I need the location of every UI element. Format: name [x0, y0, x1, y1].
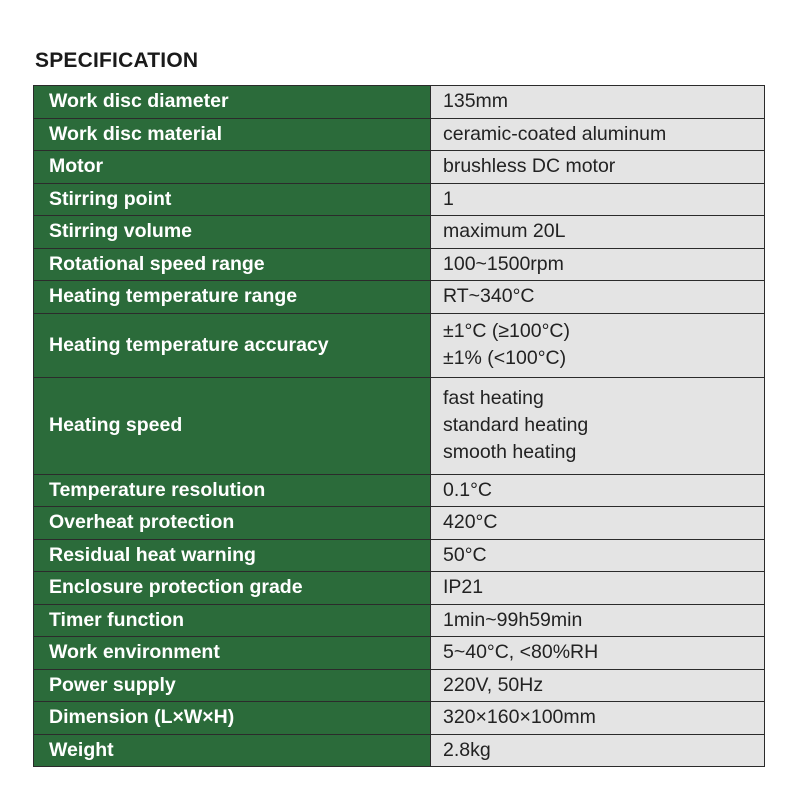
spec-value-line: 0.1°C	[443, 478, 492, 501]
spec-value: 420°C	[430, 506, 765, 540]
spec-value: 1min~99h59min	[430, 603, 765, 637]
spec-value-line: fast heating	[443, 387, 544, 409]
spec-value-line: 2.8kg	[443, 738, 491, 761]
spec-value: 1	[430, 182, 765, 216]
spec-label: Rotational speed range	[33, 247, 431, 281]
spec-value: fast heating standard heating smooth heati…	[430, 376, 765, 475]
table-row: Rotational speed range 100~1500rpm	[33, 247, 765, 281]
spec-label: Enclosure protection grade	[33, 571, 431, 605]
table-row: Motor brushless DC motor	[33, 150, 765, 184]
table-row: Power supply 220V, 50Hz	[33, 668, 765, 702]
table-row: Work environment 5~40°C, <80%RH	[33, 636, 765, 670]
spec-value: 135mm	[430, 85, 765, 119]
spec-value: brushless DC motor	[430, 150, 765, 184]
table-row: Work disc diameter 135mm	[33, 85, 765, 119]
spec-label: Heating temperature accuracy	[33, 312, 431, 378]
table-row: Temperature resolution 0.1°C	[33, 473, 765, 507]
spec-value: 2.8kg	[430, 733, 765, 767]
table-row: Overheat protection 420°C	[33, 506, 765, 540]
spec-label: Work disc diameter	[33, 85, 431, 119]
spec-value-line: smooth heating	[443, 441, 577, 463]
table-row: Work disc material ceramic-coated aluminu…	[33, 117, 765, 151]
spec-label: Stirring point	[33, 182, 431, 216]
spec-value-line: 1	[443, 187, 454, 210]
table-row: Dimension (L×W×H) 320×160×100mm	[33, 701, 765, 735]
spec-label: Overheat protection	[33, 506, 431, 540]
spec-label: Power supply	[33, 668, 431, 702]
spec-value: 220V, 50Hz	[430, 668, 765, 702]
spec-label: Temperature resolution	[33, 473, 431, 507]
table-row: Heating temperature range RT~340°C	[33, 280, 765, 314]
spec-value-line: 135mm	[443, 90, 509, 113]
spec-value-line: ceramic-coated aluminum	[443, 122, 667, 145]
spec-value-line: 5~40°C, <80%RH	[443, 641, 599, 664]
spec-value-line: IP21	[443, 576, 484, 599]
table-row: Stirring volume maximum 20L	[33, 215, 765, 249]
table-row: Residual heat warning 50°C	[33, 538, 765, 572]
spec-value: ±1°C (≥100°C) ±1% (<100°C)	[430, 312, 765, 378]
spec-value: 5~40°C, <80%RH	[430, 636, 765, 670]
spec-value-line: 420°C	[443, 511, 498, 534]
spec-label: Heating temperature range	[33, 280, 431, 314]
spec-value: ceramic-coated aluminum	[430, 117, 765, 151]
spec-value-line: ±1% (<100°C)	[443, 347, 567, 369]
table-row: Timer function 1min~99h59min	[33, 603, 765, 637]
spec-value: 100~1500rpm	[430, 247, 765, 281]
spec-value-line: maximum 20L	[443, 220, 566, 243]
spec-label: Work environment	[33, 636, 431, 670]
spec-value-line: brushless DC motor	[443, 155, 616, 178]
spec-label: Heating speed	[33, 376, 431, 475]
table-row: Weight 2.8kg	[33, 733, 765, 767]
spec-value: 50°C	[430, 538, 765, 572]
spec-value-line: standard heating	[443, 414, 589, 436]
spec-label: Motor	[33, 150, 431, 184]
spec-value: 0.1°C	[430, 473, 765, 507]
spec-value: maximum 20L	[430, 215, 765, 249]
specification-table: Work disc diameter 135mm Work disc materia…	[33, 85, 765, 767]
spec-value-line: 220V, 50Hz	[443, 673, 544, 696]
spec-value-line: 1min~99h59min	[443, 608, 583, 631]
spec-value: IP21	[430, 571, 765, 605]
spec-value-line: RT~340°C	[443, 285, 535, 308]
spec-label: Dimension (L×W×H)	[33, 701, 431, 735]
spec-value-line: 100~1500rpm	[443, 252, 564, 275]
table-row: Heating speed fast heating standard heatin…	[33, 376, 765, 475]
spec-label: Weight	[33, 733, 431, 767]
table-row: Enclosure protection grade IP21	[33, 571, 765, 605]
spec-label: Residual heat warning	[33, 538, 431, 572]
table-row: Heating temperature accuracy ±1°C (≥100°C…	[33, 312, 765, 378]
spec-label: Timer function	[33, 603, 431, 637]
spec-value-line: ±1°C (≥100°C)	[443, 320, 570, 342]
spec-value-line: 320×160×100mm	[443, 706, 596, 729]
page-title: SPECIFICATION	[35, 49, 199, 72]
spec-value-line: 50°C	[443, 543, 487, 566]
table-row: Stirring point 1	[33, 182, 765, 216]
spec-label: Work disc material	[33, 117, 431, 151]
spec-label: Stirring volume	[33, 215, 431, 249]
spec-value: 320×160×100mm	[430, 701, 765, 735]
spec-value: RT~340°C	[430, 280, 765, 314]
